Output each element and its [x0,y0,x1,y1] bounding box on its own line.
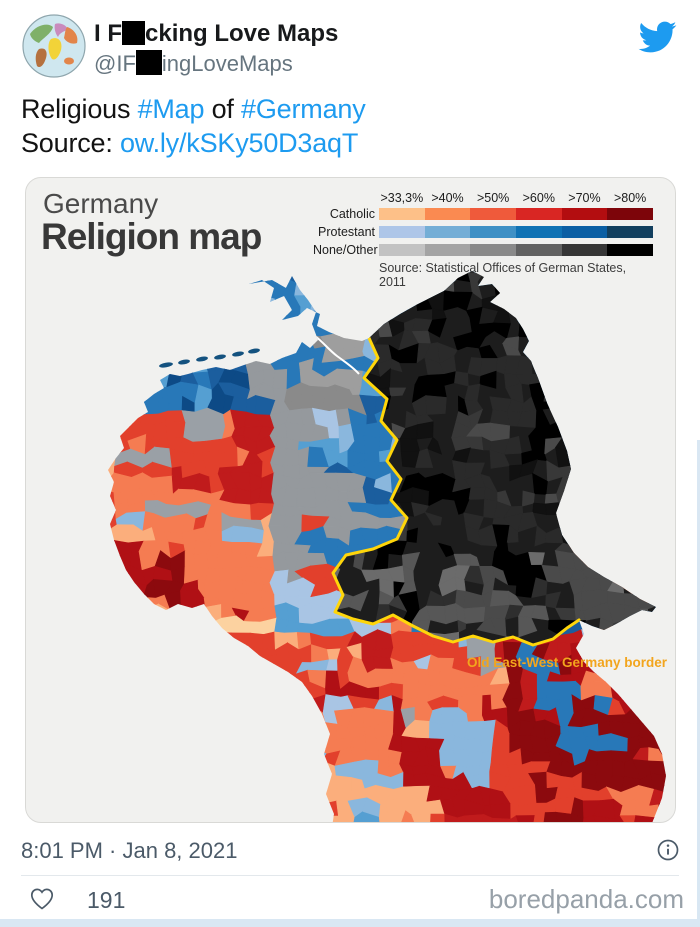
legend-swatch [470,244,516,256]
info-icon[interactable] [656,838,680,862]
legend-swatch [561,208,608,220]
hashtag-germany-link[interactable]: #Germany [241,94,366,124]
legend-swatch [470,226,516,238]
legend-threshold-row: >33,3% >40% >50% >60% >70% >80% [379,191,655,205]
heart-like-icon[interactable] [29,886,55,912]
legend-swatch [561,244,608,256]
tweet-word: Source: [21,128,120,158]
legend-row: None/Other [313,243,655,257]
legend-row-label: Catholic [329,207,375,221]
legend-threshold-label: >60% [522,191,555,205]
legend-swatch [515,244,562,256]
avatar[interactable] [22,14,86,78]
footer-divider [21,875,679,876]
island-shape [159,362,173,368]
legend-swatch [561,226,608,238]
legend-threshold-label: >70% [568,191,601,205]
like-count[interactable]: 191 [87,887,126,913]
island-shape [178,359,190,365]
map-legend: >33,3% >40% >50% >60% >70% >80% Catholic Protes… [313,191,655,289]
legend-swatch [607,244,653,256]
author-name-part: I F [94,20,122,47]
tweet-word: of [204,94,242,124]
hashtag-map-link[interactable]: #Map [137,94,205,124]
legend-swatch-strip [379,226,653,238]
page-edge-strip [697,440,700,927]
legend-swatch-strip [379,208,653,220]
legend-swatch [515,226,562,238]
censored-text-block [135,50,162,75]
legend-threshold-label: >33,3% [380,191,424,205]
legend-swatch [424,226,471,238]
tweet-media-map[interactable]: Germany Religion map >33,3% >40% >50% >60% >… [25,177,676,823]
page-edge-strip [0,919,700,927]
tweet-timestamp[interactable]: 8:01 PM · Jan 8, 2021 [21,838,238,863]
attribution-link[interactable]: boredpanda.com [488,884,684,914]
island-shape [196,356,208,362]
map-district-cells [108,271,666,822]
legend-source-note: Source: Statistical Offices of German St… [379,261,627,289]
legend-threshold-label: >80% [613,191,647,205]
legend-swatch [379,226,425,238]
author-handle-part: @IF [94,51,136,76]
island-shape [232,351,244,357]
legend-threshold-label: >50% [476,191,510,205]
censored-text-block [122,21,145,45]
legend-swatch [607,226,653,238]
legend-row: Catholic [313,207,655,221]
legend-swatch [379,208,425,220]
legend-swatch [607,208,653,220]
twitter-bird-icon[interactable] [636,17,678,57]
legend-row: Protestant [313,225,655,239]
tweet-word: Religious [21,94,138,124]
elbe-river-line [314,335,360,375]
legend-swatch-strip [379,244,653,256]
legend-row-label: None/Other [313,243,378,257]
author-handle-part: ingLoveMaps [161,51,293,76]
globe-drawing-icon [22,14,86,78]
legend-swatch [515,208,562,220]
legend-row-label: Protestant [318,225,375,239]
author-handle[interactable]: @IF ingLoveMaps [94,50,293,77]
island-shape [214,354,226,360]
author-name[interactable]: I F cking Love Maps [94,20,338,48]
legend-swatch [424,208,471,220]
legend-swatch [470,208,516,220]
author-name-part: cking Love Maps [145,20,339,47]
east-west-border-line [331,336,581,647]
source-url-link[interactable]: ow.ly/kSKy50D3aqT [119,128,359,158]
legend-swatch [379,244,425,256]
east-west-border-label: Old East-West Germany border [467,655,668,670]
map-title-main: Religion map [41,216,262,257]
island-shape [248,348,260,354]
legend-swatch [424,244,471,256]
tweet-text: Religious #Map of #Germany Source: ow.ly… [21,92,366,160]
legend-threshold-label: >40% [431,191,464,205]
map-title-country: Germany [43,188,159,219]
germany-choropleth-map [108,271,666,822]
